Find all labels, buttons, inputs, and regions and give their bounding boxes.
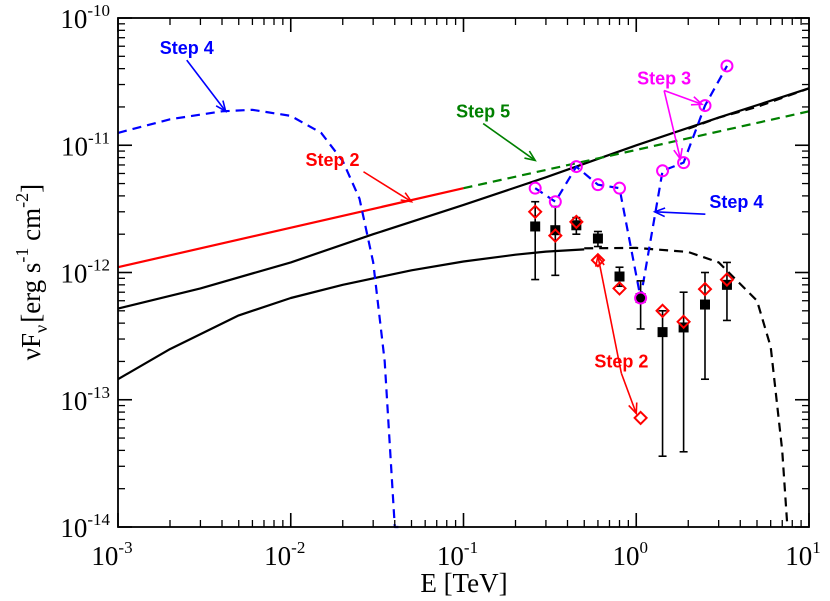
data-point-circle — [528, 181, 542, 195]
data-point-diamond — [676, 314, 692, 330]
y-tick-label: 10-10 — [60, 1, 110, 34]
annotation-arrow-head — [215, 100, 227, 113]
data-point-circle — [698, 99, 712, 113]
annotation-arrow-line — [482, 122, 536, 162]
y-axis-f: F — [16, 333, 46, 348]
data-point-square — [530, 221, 541, 232]
data-point-circle — [634, 291, 648, 305]
data-point-square — [571, 220, 582, 231]
data-point-diamond — [655, 303, 670, 319]
annotation-label: Step 5 — [456, 102, 510, 122]
data-point-square — [614, 271, 625, 282]
data-point-circle — [677, 156, 691, 170]
annotation-label: Step 3 — [637, 69, 691, 89]
y-tick-label: 10-12 — [60, 256, 110, 289]
annotation-arrow-line — [186, 59, 227, 112]
ticks-layer: 10-3 10-2 10-1 100 101 10-14 10-13 10-12 10-11 10… — [60, 1, 820, 571]
annotation-label: Step 2 — [594, 351, 648, 371]
data-point-circle — [613, 181, 627, 195]
annotation-arrow-line — [663, 90, 682, 160]
annotation-arrow-head — [690, 96, 704, 106]
annotation-arrow-line — [654, 210, 706, 216]
x-tick-label: 101 — [785, 538, 821, 571]
data-point-diamond — [590, 252, 606, 268]
data-point-diamond — [527, 204, 543, 220]
y-tick-label: 10-14 — [60, 510, 110, 543]
data-point-diamond — [697, 281, 713, 297]
data-point-circle — [720, 59, 734, 73]
annotations-layer: Step 4 Step 5 Step 2 Step 3 Step 4 Step 2 — [160, 38, 763, 416]
x-tick-label: 10-2 — [264, 538, 305, 571]
annotation-arrow-head — [652, 207, 666, 218]
series-layer — [117, 65, 810, 529]
model-lower-black — [117, 248, 585, 381]
y-axis-nu: ν — [16, 348, 46, 360]
x-tick-label: 10-3 — [91, 538, 132, 571]
annotation-arrow-line — [363, 171, 412, 203]
y-axis-units-c: ] — [16, 184, 46, 193]
step4-blue-curve — [117, 108, 399, 529]
annotation-label: Step 4 — [160, 38, 214, 58]
data-point-diamond — [719, 272, 735, 287]
y-axis-title: νFν [erg s-1 cm-2] — [12, 184, 51, 360]
y-tick-label: 10-11 — [61, 128, 110, 161]
data-point-circle — [569, 160, 583, 174]
data-point-diamond — [612, 280, 627, 296]
data-point-circle — [548, 195, 562, 209]
data-point-square — [657, 327, 668, 338]
annotation-label: Step 4 — [709, 192, 763, 212]
y-axis-units-a: [erg s — [16, 263, 46, 323]
annotation-arrow-head — [400, 192, 414, 203]
annotation-arrow-line — [663, 89, 703, 105]
x-axis-title: E [TeV] — [420, 568, 507, 598]
annotation-arrow-head — [594, 253, 605, 267]
annotation-arrow-line — [620, 372, 638, 414]
data-point-diamond — [547, 228, 563, 244]
data-point-diamond — [633, 410, 649, 426]
annotation-arrow-head — [628, 402, 638, 416]
model-upper-black-dashed — [687, 87, 810, 130]
model-lower-black-dashed — [584, 246, 789, 528]
data-point-circle — [591, 178, 605, 192]
x-tick-label: 100 — [613, 538, 649, 571]
step4-blue-data-line — [534, 65, 728, 300]
data-point-circle — [656, 164, 670, 178]
y-axis-exp1: -1 — [12, 248, 32, 263]
y-axis-exp2: -2 — [12, 193, 32, 208]
annotation-arrow-head — [673, 148, 683, 161]
points-layer — [527, 59, 735, 458]
data-point-square — [592, 233, 603, 244]
annotation-arrow-head — [524, 150, 537, 162]
y-axis-units-b: cm — [16, 208, 46, 248]
data-point-diamond — [568, 214, 584, 230]
x-tick-label: 10-1 — [437, 538, 478, 571]
data-point-square — [699, 299, 710, 310]
y-axis-sub: ν — [31, 325, 51, 333]
annotation-arrow-line — [597, 255, 623, 374]
y-tick-label: 10-13 — [60, 383, 110, 416]
data-point-square — [635, 293, 646, 304]
annotation-label: Step 2 — [305, 150, 359, 170]
